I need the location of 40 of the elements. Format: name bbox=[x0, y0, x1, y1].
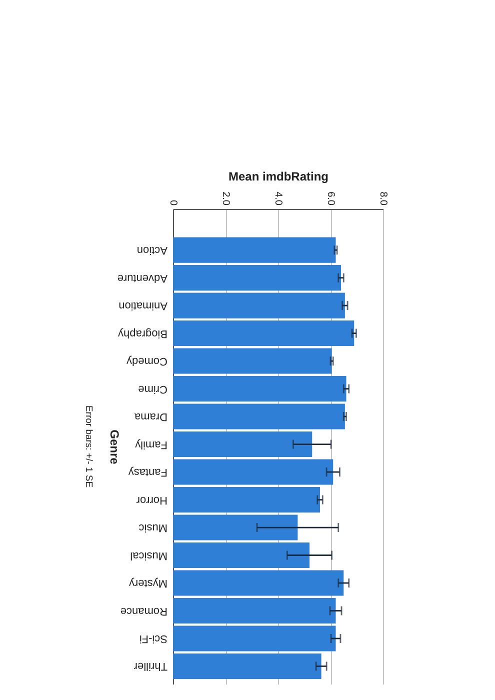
y-tick-label: Comedy bbox=[126, 355, 168, 368]
bar bbox=[173, 598, 336, 624]
bar bbox=[173, 265, 341, 291]
x-tick-label: 2.0 bbox=[220, 192, 231, 206]
bar bbox=[173, 487, 320, 513]
bar bbox=[173, 653, 322, 680]
y-tick-label: Fantasy bbox=[128, 466, 168, 478]
y-tick-label: Biography bbox=[117, 327, 168, 340]
x-tick-label: 8.0 bbox=[378, 192, 388, 206]
y-tick-label: Drama bbox=[134, 410, 168, 423]
text: Error bars: +/- 1 SE bbox=[83, 405, 94, 488]
y-tick-label: Romance bbox=[120, 604, 168, 617]
y-tick-label: Music bbox=[138, 522, 168, 534]
x-tick-label: 4.0 bbox=[272, 192, 284, 206]
bar bbox=[173, 432, 312, 458]
bar bbox=[173, 542, 310, 568]
bar bbox=[173, 570, 344, 596]
bar bbox=[173, 626, 336, 652]
y-tick-label: Thriller bbox=[134, 660, 168, 672]
y-tick-label: Animation bbox=[118, 300, 168, 312]
y-tick-label: Crime bbox=[138, 382, 168, 395]
y-tick-label: Sci-Fi bbox=[139, 632, 168, 644]
y-tick-label: Mystery bbox=[128, 577, 168, 590]
bar bbox=[173, 404, 345, 430]
bar bbox=[173, 348, 332, 374]
bar bbox=[173, 320, 354, 346]
bar bbox=[173, 237, 336, 263]
bar bbox=[173, 514, 298, 540]
y-tick-label: Musical bbox=[130, 549, 168, 562]
bar bbox=[173, 376, 346, 402]
y-tick-label: Adventure bbox=[117, 272, 168, 284]
bar bbox=[173, 292, 345, 318]
y-axis-title: Genre bbox=[107, 430, 122, 465]
y-tick-label: Horror bbox=[136, 494, 168, 506]
y-tick-label: Action bbox=[136, 244, 168, 256]
x-tick-label: 0 bbox=[168, 200, 178, 206]
x-axis-title: Mean imdbRating bbox=[228, 170, 329, 184]
y-tick-label: Family bbox=[134, 438, 168, 450]
x-tick-label: 6.0 bbox=[325, 192, 336, 206]
bar bbox=[173, 459, 334, 485]
